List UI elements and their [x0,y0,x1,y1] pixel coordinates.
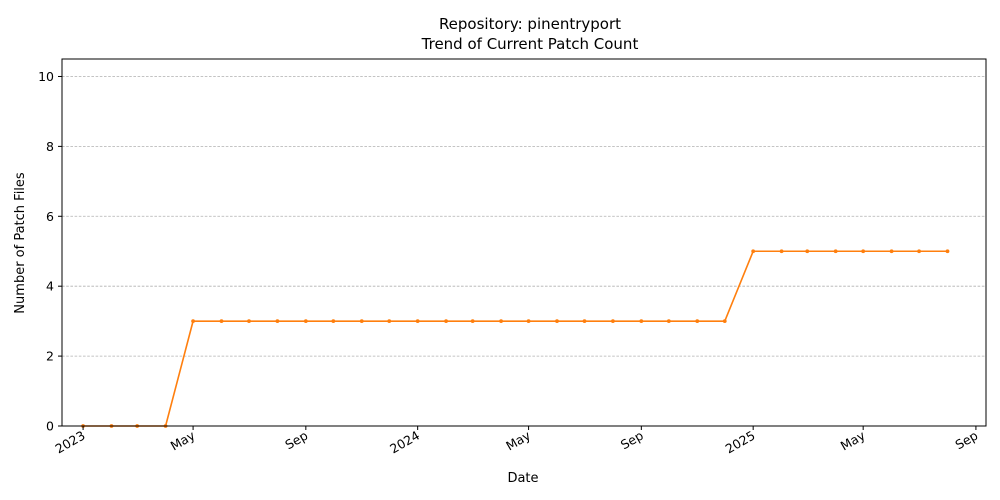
y-axis-label: Number of Patch Files [13,172,28,314]
y-tick-label: 10 [38,69,54,84]
y-tick-label: 8 [46,139,54,154]
data-point [359,319,364,324]
x-tick-label: Sep [282,428,310,453]
y-tick-label: 4 [46,279,54,294]
x-tick-label: 2023 [53,428,88,457]
data-point [499,319,503,324]
data-point [526,319,531,324]
data-point [219,319,224,324]
data-point [779,249,784,254]
data-point [722,319,727,324]
plot-frame [61,58,987,427]
y-tick-label: 6 [46,209,54,224]
x-tick-label: Sep [618,428,646,453]
data-point [833,249,838,254]
data-point [582,319,587,324]
y-tick-label: 2 [46,349,54,364]
chart-title: Repository: pinentryport [439,15,621,33]
data-point [555,319,559,324]
x-tick-label: May [503,427,533,453]
data-point [191,319,195,324]
data-point [805,249,810,254]
gridlines [62,76,986,357]
data-point [611,319,615,324]
series-layer [81,249,950,428]
data-point [247,319,251,324]
data-point [695,319,700,324]
axes: 0 2 4 6 8 10 2023 May Sep 2024 May Sep 2025 May Sep [38,58,987,457]
data-point [331,319,336,324]
series-line [83,250,948,427]
chart-subtitle: Trend of Current Patch Count [421,35,639,53]
x-tick-label: Sep [953,428,981,453]
data-point [415,319,420,324]
x-tick-label: May [838,427,868,453]
data-point [470,319,475,324]
data-point [444,319,448,324]
data-point [387,319,392,324]
data-point [275,319,280,324]
x-tick-label: 2025 [723,428,758,457]
x-tick-label: 2024 [387,428,422,457]
data-point [861,249,866,254]
data-point [303,319,308,324]
data-point [666,319,671,324]
y-tick-label: 0 [46,419,54,434]
x-tick-label: May [168,427,198,453]
data-point [945,249,950,254]
data-point [889,249,894,254]
data-point [917,249,921,254]
data-point [639,319,644,324]
data-point [751,249,756,254]
x-axis-label: Date [507,471,538,486]
